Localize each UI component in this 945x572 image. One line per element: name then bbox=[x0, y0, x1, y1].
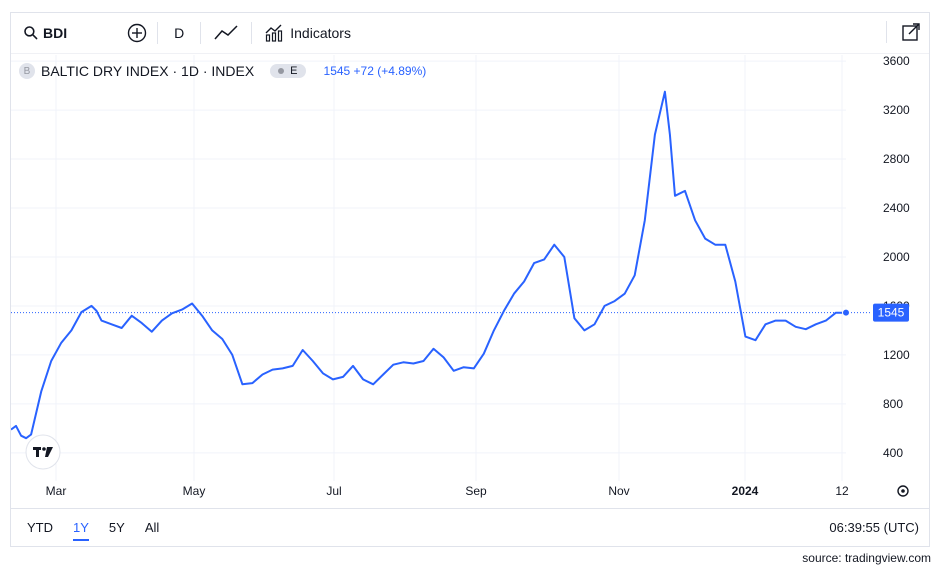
y-tick-label: 2800 bbox=[883, 152, 910, 166]
toolbar-divider bbox=[200, 22, 202, 44]
x-tick-label: Jul bbox=[326, 484, 341, 498]
exchange-badge-label: E bbox=[290, 65, 298, 77]
chart-widget: BDI D Indicators bbox=[10, 12, 930, 547]
open-external-icon bbox=[902, 23, 920, 41]
tradingview-logo[interactable] bbox=[25, 434, 61, 470]
chart-toolbar: BDI D Indicators bbox=[11, 13, 929, 53]
toolbar-divider bbox=[157, 22, 159, 44]
y-tick-label: 2400 bbox=[883, 201, 910, 215]
x-tick-label: 2024 bbox=[732, 484, 759, 498]
y-tick-label: 800 bbox=[883, 397, 903, 411]
line-chart-icon bbox=[214, 25, 238, 40]
symbol-logo-icon: B bbox=[19, 63, 35, 79]
range-selector: YTD 1Y 5Y All bbox=[11, 509, 163, 547]
y-tick-label: 400 bbox=[883, 446, 903, 460]
toolbar-divider bbox=[251, 22, 253, 44]
add-circle-icon bbox=[127, 23, 147, 43]
fullscreen-button[interactable] bbox=[886, 21, 921, 43]
interval-label: D bbox=[174, 25, 185, 41]
search-icon bbox=[24, 26, 38, 40]
bottom-bar: YTD 1Y 5Y All 06:39:55 (UTC) bbox=[11, 508, 929, 546]
last-point-marker bbox=[842, 308, 850, 317]
compare-button[interactable] bbox=[117, 13, 157, 53]
price-chart[interactable]: 4008001200160020002400280032003600 MarMa… bbox=[11, 53, 929, 508]
last-value: 1545 +72 (+4.89%) bbox=[323, 64, 427, 78]
exchange-badge[interactable]: E bbox=[270, 64, 306, 78]
toolbar-divider bbox=[886, 21, 887, 43]
range-button-ytd[interactable]: YTD bbox=[27, 520, 53, 535]
indicators-icon bbox=[265, 24, 283, 42]
x-tick-label: May bbox=[183, 484, 206, 498]
x-tick-label: Nov bbox=[608, 484, 629, 498]
x-tick-label: Sep bbox=[465, 484, 487, 498]
price-label: 1545 bbox=[873, 303, 909, 322]
series-legend: B BALTIC DRY INDEX · 1D · INDEX E 1545 +… bbox=[19, 63, 426, 79]
symbol-label: BDI bbox=[43, 25, 68, 41]
x-tick-label: 12 bbox=[835, 484, 849, 498]
y-tick-label: 2000 bbox=[883, 250, 910, 264]
y-tick-label: 3200 bbox=[883, 103, 910, 117]
source-caption: source: tradingview.com bbox=[802, 551, 931, 565]
range-button-1y[interactable]: 1Y bbox=[69, 509, 93, 547]
y-tick-label: 1200 bbox=[883, 348, 910, 362]
chart-style-button[interactable] bbox=[201, 13, 251, 53]
series-line bbox=[11, 90, 846, 440]
series-title: BALTIC DRY INDEX · 1D · INDEX bbox=[41, 63, 255, 79]
indicators-label: Indicators bbox=[290, 25, 351, 41]
status-dot-icon bbox=[278, 68, 285, 74]
clock[interactable]: 06:39:55 (UTC) bbox=[829, 520, 919, 535]
range-button-5y[interactable]: 5Y bbox=[108, 520, 125, 535]
price-label-text: 1545 bbox=[878, 306, 905, 320]
range-button-all[interactable]: All bbox=[144, 520, 160, 535]
x-tick-label: Mar bbox=[46, 484, 67, 498]
y-tick-label: 3600 bbox=[883, 54, 910, 68]
axis-settings-button[interactable] bbox=[897, 485, 909, 497]
symbol-search-button[interactable]: BDI bbox=[11, 13, 77, 53]
indicators-button[interactable]: Indicators bbox=[252, 13, 363, 53]
interval-button[interactable]: D bbox=[158, 13, 200, 53]
